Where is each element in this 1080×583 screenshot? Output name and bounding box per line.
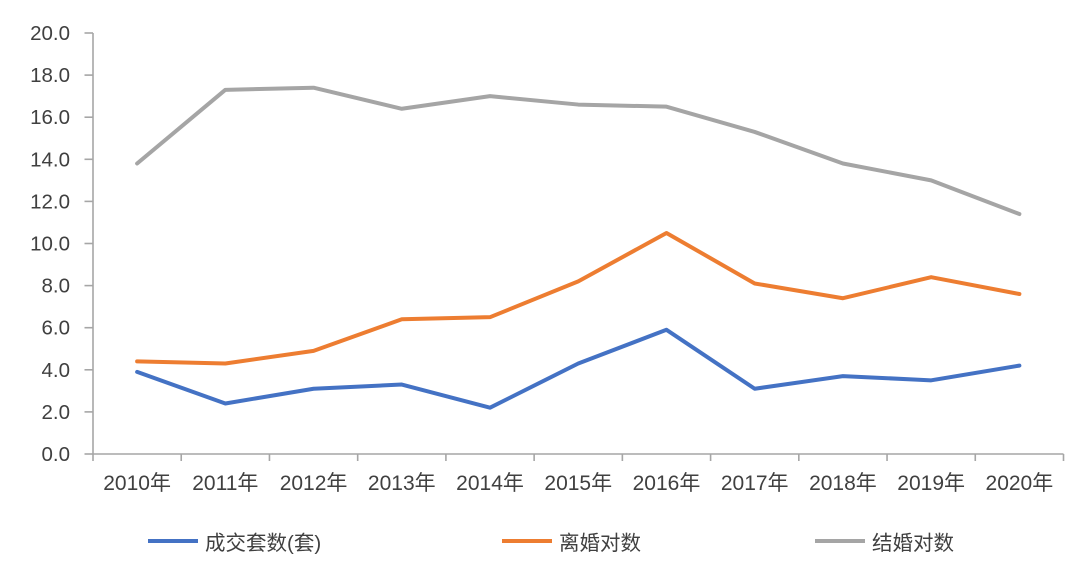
legend-item-2: 结婚对数 xyxy=(815,527,954,555)
y-tick-label: 18.0 xyxy=(30,64,70,87)
series-line-2 xyxy=(135,85,1022,217)
x-tick-label: 2011年 xyxy=(192,472,258,495)
legend-label-1: 离婚对数 xyxy=(559,532,641,555)
y-tick-label: 16.0 xyxy=(30,106,70,129)
y-tick-label: 0.0 xyxy=(42,443,71,466)
legend-swatch-0 xyxy=(148,538,198,544)
y-tick-label: 14.0 xyxy=(30,148,70,171)
x-tick-label: 2016年 xyxy=(633,472,701,495)
x-tick-label: 2017年 xyxy=(721,472,789,495)
x-tick-label: 2020年 xyxy=(986,472,1054,495)
y-tick-label: 4.0 xyxy=(42,359,71,382)
y-tick-label: 10.0 xyxy=(30,233,70,256)
x-tick-label: 2019年 xyxy=(897,472,965,495)
series-line-1 xyxy=(135,230,1022,366)
legend-label-2: 结婚对数 xyxy=(872,532,954,555)
chart-legend: 成交套数(套) 离婚对数 结婚对数 xyxy=(0,527,1080,555)
y-tick-label: 20.0 xyxy=(30,22,70,45)
series-line-0 xyxy=(135,327,1022,410)
legend-swatch-1 xyxy=(502,538,552,544)
x-tick-label: 2015年 xyxy=(544,472,612,495)
y-tick-label: 6.0 xyxy=(42,317,71,340)
x-tick-label: 2013年 xyxy=(368,472,436,495)
legend-item-0: 成交套数(套) xyxy=(148,527,321,555)
x-tick-label: 2018年 xyxy=(809,472,877,495)
legend-swatch-2 xyxy=(815,538,865,544)
legend-label-0: 成交套数(套) xyxy=(205,532,322,555)
legend-item-1: 离婚对数 xyxy=(502,527,641,555)
y-tick-label: 12.0 xyxy=(30,190,70,213)
x-tick-label: 2012年 xyxy=(280,472,348,495)
x-tick-label: 2010年 xyxy=(103,472,171,495)
y-tick-label: 2.0 xyxy=(42,401,71,424)
y-tick-label: 8.0 xyxy=(42,275,71,298)
x-tick-label: 2014年 xyxy=(456,472,524,495)
